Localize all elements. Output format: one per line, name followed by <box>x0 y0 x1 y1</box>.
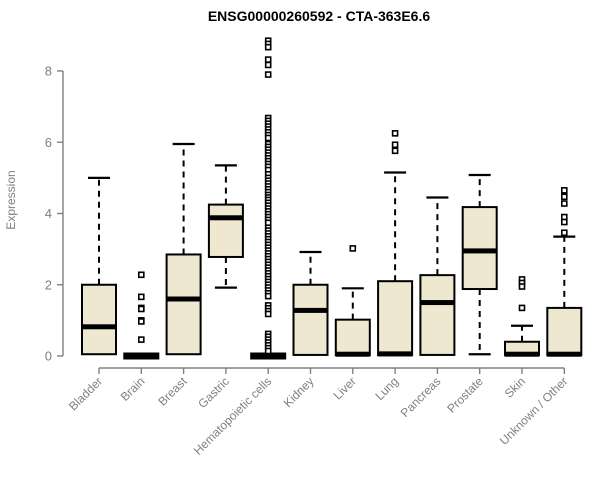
outlier-point <box>138 336 145 343</box>
outlier-point <box>264 61 272 69</box>
iqr-box <box>165 253 202 356</box>
y-axis-label: Expression <box>4 170 18 229</box>
median-line <box>547 351 582 357</box>
x-tick-label: Prostate <box>444 374 486 416</box>
x-tick-label: Hematopoietic cells <box>191 374 274 457</box>
median-line <box>250 352 287 360</box>
median-line <box>82 324 116 330</box>
median-line <box>166 296 201 302</box>
outlier-point <box>138 271 145 279</box>
median-line <box>420 300 455 306</box>
y-tick-label: 4 <box>45 206 52 221</box>
x-tick-label: Skin <box>502 374 528 400</box>
outlier-point <box>391 141 399 149</box>
outlier-point <box>264 310 272 318</box>
outlier-point <box>264 292 272 300</box>
outlier-point <box>518 304 526 312</box>
x-tick-label: Breast <box>155 374 190 409</box>
boxplot-liver <box>334 245 371 357</box>
boxplot-hematopoietic-cells <box>250 37 287 360</box>
median-line <box>378 351 413 357</box>
y-tick-label: 2 <box>45 277 52 292</box>
boxplot-kidney <box>292 250 329 356</box>
iqr-box <box>207 203 244 258</box>
outlier-point <box>138 318 145 325</box>
x-tick-label: Gastric <box>195 374 232 411</box>
x-tick-label: Liver <box>331 374 359 402</box>
outlier-point <box>138 305 145 313</box>
iqr-box <box>377 280 414 357</box>
iqr-box <box>81 283 117 356</box>
iqr-box <box>334 318 371 357</box>
box-series <box>81 37 583 360</box>
boxplot-prostate <box>461 173 498 356</box>
outlier-point <box>264 71 272 78</box>
iqr-box <box>461 206 498 291</box>
iqr-box <box>546 306 583 357</box>
outlier-point <box>391 130 399 137</box>
chart-title: ENSG00000260592 - CTA-363E6.6 <box>208 8 431 24</box>
outlier-point <box>349 245 357 252</box>
y-tick-label: 8 <box>45 64 52 79</box>
outlier-point <box>264 134 272 142</box>
median-line <box>123 352 160 360</box>
iqr-box <box>419 274 456 356</box>
outlier-point <box>560 229 568 237</box>
boxplot-pancreas <box>419 196 456 356</box>
iqr-box <box>292 283 329 356</box>
boxplot-breast <box>165 142 202 356</box>
x-tick-label: Lung <box>372 374 401 403</box>
boxplot-unknown-other <box>546 187 583 357</box>
x-tick-label: Bladder <box>66 374 105 413</box>
y-tick-label: 6 <box>45 135 52 150</box>
outlier-point <box>264 347 272 355</box>
boxplot-gastric <box>207 164 244 289</box>
boxplot-brain <box>123 271 160 360</box>
outlier-point <box>560 200 568 207</box>
y-tick-label: 0 <box>45 349 52 364</box>
median-line <box>335 351 370 357</box>
outlier-point <box>264 43 272 51</box>
x-tick-label: Kidney <box>281 374 317 410</box>
x-tick-label: Brain <box>118 374 148 404</box>
boxplot-lung <box>377 130 414 357</box>
median-line <box>293 307 328 313</box>
median-line <box>208 215 243 221</box>
boxplot-bladder <box>81 176 117 356</box>
outlier-point <box>560 218 568 226</box>
x-tick-label: Pancreas <box>398 374 444 420</box>
median-line <box>462 248 497 254</box>
outlier-point <box>560 187 568 194</box>
outlier-point <box>391 147 399 155</box>
outlier-point <box>138 293 145 301</box>
median-line <box>505 351 539 357</box>
outlier-point <box>560 193 568 201</box>
outlier-point <box>264 56 272 63</box>
boxplot-skin <box>504 276 540 357</box>
outlier-point <box>518 283 526 290</box>
